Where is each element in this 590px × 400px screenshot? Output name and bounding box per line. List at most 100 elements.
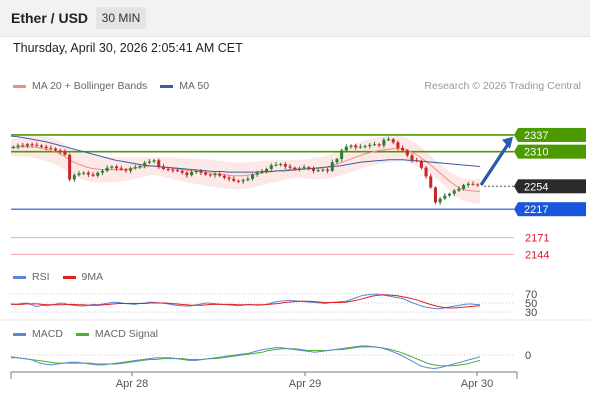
- candle-body: [283, 164, 287, 167]
- candle-body: [35, 144, 39, 146]
- candle-body: [119, 168, 123, 170]
- candle-body: [274, 164, 278, 166]
- price-tag: [518, 127, 586, 142]
- candle-body: [11, 146, 15, 148]
- candle-body: [410, 155, 414, 161]
- credit-text: Research © 2026 Trading Central: [424, 80, 581, 92]
- candle-body: [326, 169, 330, 171]
- legend-swatch: [13, 332, 26, 336]
- price-tag-label: 2337: [524, 130, 548, 142]
- legend-label: MACD Signal: [94, 328, 158, 340]
- candle-body: [335, 159, 339, 163]
- candle-body: [330, 162, 334, 171]
- legend-swatch: [160, 84, 174, 88]
- price-tag: [518, 202, 586, 217]
- candle-body: [213, 173, 217, 176]
- price-tag: [518, 179, 586, 194]
- x-axis-label: Apr 28: [116, 378, 148, 390]
- price-tag-label: 2217: [524, 204, 548, 216]
- candle-body: [452, 190, 456, 194]
- candle-body: [311, 168, 316, 171]
- candle-body: [382, 139, 386, 146]
- candle-body: [49, 147, 53, 149]
- candle-body: [293, 167, 297, 169]
- candle-body: [54, 148, 58, 151]
- price-tag-label: 2254: [524, 181, 548, 193]
- candle-body: [25, 144, 29, 147]
- candle-body: [260, 171, 264, 173]
- rsi-level-label: 30: [525, 307, 537, 319]
- price-tag-pointer: [514, 179, 518, 194]
- legend-swatch: [62, 275, 76, 279]
- candle-body: [279, 164, 283, 166]
- candle-body: [344, 146, 348, 151]
- candle-body: [91, 174, 95, 176]
- macd-legend: MACD MACD Signal: [13, 328, 171, 340]
- candle-body: [438, 198, 442, 203]
- header-bar: Ether / USD 30 MIN: [0, 0, 590, 37]
- candle-body: [419, 160, 423, 168]
- candle-body: [208, 174, 212, 176]
- rsi-level-label: 70: [525, 289, 537, 301]
- timestamp: Thursday, April 30, 2026 2:05:41 AM CET: [13, 41, 243, 55]
- instrument-title: Ether / USD: [11, 10, 89, 26]
- macd-signal-line: [11, 346, 481, 367]
- candle-body: [251, 174, 255, 179]
- candle-body: [185, 172, 189, 176]
- rsi-line: [10, 293, 481, 310]
- candle-body: [307, 167, 311, 169]
- price-tag-pointer: [514, 127, 518, 142]
- candle-body: [372, 144, 376, 146]
- candle-body: [133, 167, 137, 169]
- candle-body: [222, 175, 226, 178]
- candle-body: [44, 146, 48, 148]
- candle-body: [194, 170, 198, 173]
- candle-body: [433, 187, 437, 203]
- candle-body: [68, 154, 72, 180]
- candle-body: [462, 185, 466, 189]
- candle-body: [241, 180, 245, 182]
- candle-body: [129, 168, 133, 171]
- candle-body: [77, 173, 81, 176]
- candle-body: [180, 170, 184, 173]
- candle-body: [227, 177, 231, 179]
- candle-body: [415, 160, 419, 162]
- candle-body: [358, 146, 362, 148]
- candle-body: [236, 180, 240, 182]
- candle-body: [297, 168, 301, 170]
- candle-body: [368, 144, 372, 147]
- candle-body: [147, 161, 151, 163]
- candle-body: [288, 166, 292, 168]
- candle-body: [466, 183, 470, 186]
- candle-body: [447, 193, 452, 196]
- legend-swatch: [13, 275, 26, 279]
- candle-body: [96, 172, 100, 176]
- candle-body: [39, 145, 44, 147]
- legend-rsi: RSI: [13, 271, 50, 283]
- candle-body: [72, 175, 76, 180]
- candle-body: [138, 165, 142, 168]
- candle-body: [349, 145, 353, 147]
- candle-body: [377, 144, 381, 146]
- candle-body: [124, 169, 128, 171]
- candle-body: [175, 170, 180, 172]
- legend-ma20: MA 20 + Bollinger Bands: [13, 80, 147, 92]
- macd-zero-label: 0: [525, 350, 531, 362]
- legend-macd: MACD: [13, 328, 63, 340]
- candle-body: [396, 142, 400, 148]
- candle-body: [424, 167, 428, 177]
- legend-label: MA 20 + Bollinger Bands: [32, 80, 148, 92]
- x-axis-label: Apr 29: [289, 378, 321, 390]
- candle-body: [246, 178, 250, 181]
- interval-selector[interactable]: 30 MIN: [96, 7, 146, 29]
- ma50-line: [10, 135, 481, 173]
- rsi-ma-line: [11, 294, 481, 309]
- bollinger-band: [11, 135, 480, 204]
- candle-body: [171, 169, 175, 171]
- legend-ma50: MA 50: [160, 80, 209, 92]
- price-tag-label: 2171: [525, 233, 549, 245]
- candle-body: [161, 166, 165, 169]
- forecast-arrowhead: [502, 136, 513, 149]
- x-axis-label: Apr 30: [461, 378, 493, 390]
- candle-body: [152, 160, 156, 162]
